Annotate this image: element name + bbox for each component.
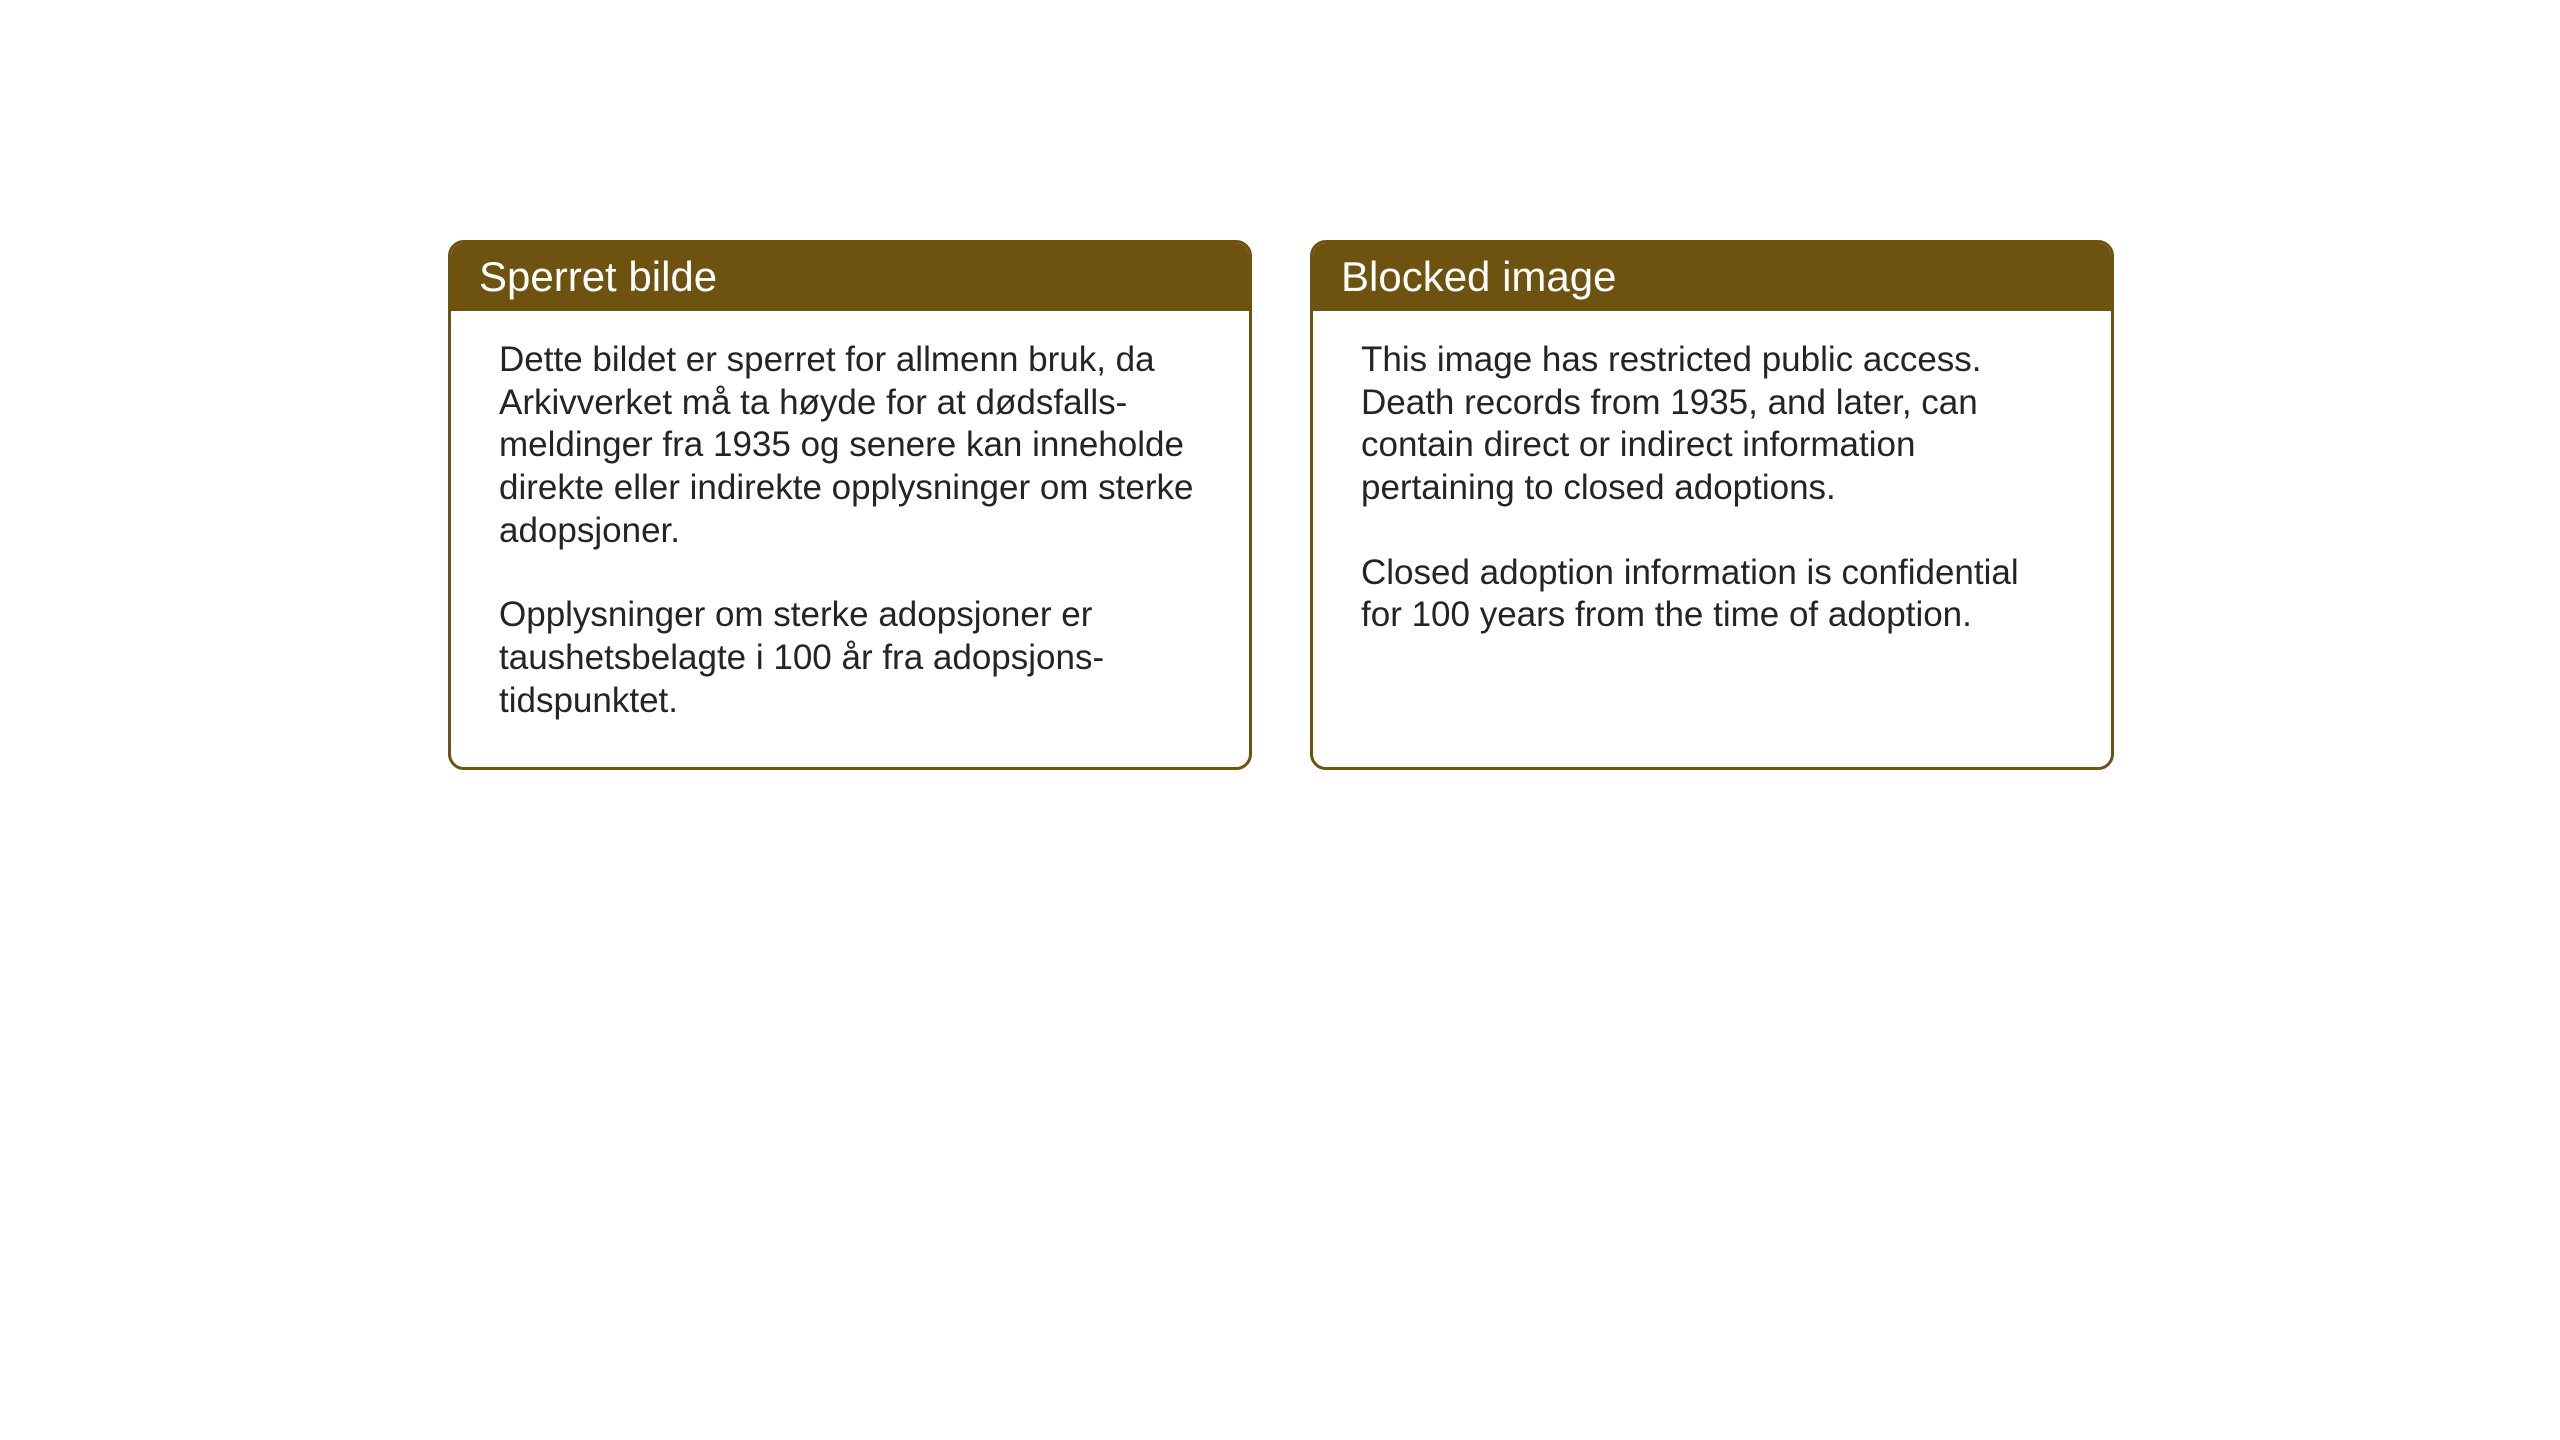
english-paragraph-1: This image has restricted public access.… (1361, 339, 2063, 510)
norwegian-paragraph-2: Opplysninger om sterke adopsjoner er tau… (499, 594, 1201, 722)
norwegian-paragraph-1: Dette bildet er sperret for allmenn bruk… (499, 339, 1201, 552)
english-card-title: Blocked image (1313, 243, 2111, 311)
english-paragraph-2: Closed adoption information is confident… (1361, 552, 2063, 637)
norwegian-card-body: Dette bildet er sperret for allmenn bruk… (451, 311, 1249, 767)
norwegian-notice-card: Sperret bilde Dette bildet er sperret fo… (448, 240, 1252, 770)
norwegian-card-title: Sperret bilde (451, 243, 1249, 311)
notice-container: Sperret bilde Dette bildet er sperret fo… (448, 240, 2114, 770)
english-notice-card: Blocked image This image has restricted … (1310, 240, 2114, 770)
english-card-body: This image has restricted public access.… (1313, 311, 2111, 681)
